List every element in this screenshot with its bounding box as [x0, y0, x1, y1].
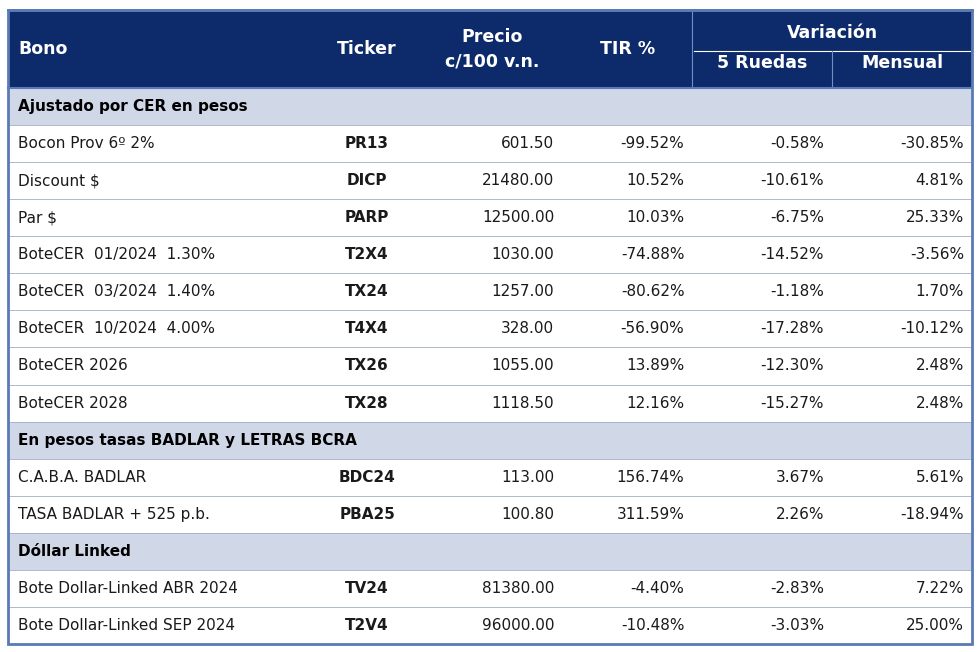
Text: -3.03%: -3.03% [770, 618, 824, 633]
Text: 601.50: 601.50 [501, 136, 555, 151]
Text: -18.94%: -18.94% [901, 507, 964, 522]
Text: Dóllar Linked: Dóllar Linked [18, 544, 131, 559]
Text: 3.67%: 3.67% [775, 469, 824, 484]
Text: 1118.50: 1118.50 [492, 396, 555, 411]
Text: TX26: TX26 [345, 359, 389, 374]
Text: Ticker: Ticker [337, 40, 397, 58]
Text: 1.70%: 1.70% [915, 284, 964, 299]
Text: -10.12%: -10.12% [901, 321, 964, 336]
Text: T2X4: T2X4 [345, 247, 389, 262]
Bar [8, 273, 972, 310]
Bar [8, 162, 972, 200]
Bar [8, 458, 972, 496]
Bar [8, 310, 972, 348]
Bar [8, 348, 972, 385]
Text: En pesos tasas BADLAR y LETRAS BCRA: En pesos tasas BADLAR y LETRAS BCRA [18, 433, 357, 448]
Text: 25.00%: 25.00% [906, 618, 964, 633]
Bar [8, 236, 972, 273]
Text: -12.30%: -12.30% [760, 359, 824, 374]
Text: BoteCER  01/2024  1.30%: BoteCER 01/2024 1.30% [18, 247, 216, 262]
Text: 1055.00: 1055.00 [492, 359, 555, 374]
Text: TX28: TX28 [345, 396, 389, 411]
Text: -6.75%: -6.75% [770, 210, 824, 225]
Bar [8, 200, 972, 236]
Text: -17.28%: -17.28% [760, 321, 824, 336]
Text: -10.61%: -10.61% [760, 173, 824, 188]
Text: BDC24: BDC24 [339, 469, 396, 484]
Text: -4.40%: -4.40% [630, 581, 684, 596]
Text: 7.22%: 7.22% [915, 581, 964, 596]
Text: 13.89%: 13.89% [626, 359, 684, 374]
Text: TX24: TX24 [345, 284, 389, 299]
Text: 311.59%: 311.59% [616, 507, 684, 522]
Text: 10.52%: 10.52% [626, 173, 684, 188]
Text: PBA25: PBA25 [339, 507, 395, 522]
Text: 113.00: 113.00 [501, 469, 555, 484]
Text: -3.56%: -3.56% [909, 247, 964, 262]
Text: c/100 v.n.: c/100 v.n. [445, 52, 540, 70]
Text: 4.81%: 4.81% [915, 173, 964, 188]
Text: 1030.00: 1030.00 [492, 247, 555, 262]
Text: Discount $: Discount $ [18, 173, 100, 188]
Text: Par $: Par $ [18, 210, 57, 225]
Text: 12500.00: 12500.00 [482, 210, 555, 225]
Text: 25.33%: 25.33% [906, 210, 964, 225]
Text: 21480.00: 21480.00 [482, 173, 555, 188]
Text: PARP: PARP [345, 210, 389, 225]
Bar [8, 125, 972, 162]
Text: 96000.00: 96000.00 [482, 618, 555, 633]
Bar [8, 533, 972, 570]
Text: 5 Ruedas: 5 Ruedas [717, 54, 808, 72]
Text: 2.26%: 2.26% [776, 507, 824, 522]
Text: 10.03%: 10.03% [626, 210, 684, 225]
Text: Mensual: Mensual [861, 54, 943, 72]
Text: Ajustado por CER en pesos: Ajustado por CER en pesos [18, 99, 248, 114]
Bar [8, 570, 972, 607]
Text: Bocon Prov 6º 2%: Bocon Prov 6º 2% [18, 136, 155, 151]
Text: -1.18%: -1.18% [770, 284, 824, 299]
Text: DICP: DICP [347, 173, 387, 188]
Text: Bote Dollar-Linked ABR 2024: Bote Dollar-Linked ABR 2024 [18, 581, 238, 596]
Text: -74.88%: -74.88% [621, 247, 684, 262]
Text: BoteCER 2026: BoteCER 2026 [18, 359, 127, 374]
Text: TV24: TV24 [345, 581, 389, 596]
Text: 12.16%: 12.16% [626, 396, 684, 411]
Text: 100.80: 100.80 [502, 507, 555, 522]
Text: TASA BADLAR + 525 p.b.: TASA BADLAR + 525 p.b. [18, 507, 210, 522]
Text: Bono: Bono [18, 40, 68, 58]
Text: -15.27%: -15.27% [760, 396, 824, 411]
Text: 2.48%: 2.48% [915, 359, 964, 374]
Text: 156.74%: 156.74% [616, 469, 684, 484]
Text: TIR %: TIR % [600, 40, 655, 58]
Text: T2V4: T2V4 [345, 618, 389, 633]
Text: PR13: PR13 [345, 136, 389, 151]
Text: -56.90%: -56.90% [620, 321, 684, 336]
Text: 81380.00: 81380.00 [482, 581, 555, 596]
Text: Bote Dollar-Linked SEP 2024: Bote Dollar-Linked SEP 2024 [18, 618, 235, 633]
Text: Variación: Variación [787, 24, 878, 42]
Bar [8, 10, 972, 88]
Text: Precio: Precio [462, 28, 523, 46]
Text: 2.48%: 2.48% [915, 396, 964, 411]
Bar [8, 88, 972, 125]
Text: -99.52%: -99.52% [620, 136, 684, 151]
Text: -14.52%: -14.52% [760, 247, 824, 262]
Bar [8, 496, 972, 533]
Text: 5.61%: 5.61% [915, 469, 964, 484]
Text: -0.58%: -0.58% [770, 136, 824, 151]
Text: BoteCER  03/2024  1.40%: BoteCER 03/2024 1.40% [18, 284, 216, 299]
Text: 1257.00: 1257.00 [492, 284, 555, 299]
Text: 328.00: 328.00 [501, 321, 555, 336]
Bar [8, 607, 972, 644]
Text: -10.48%: -10.48% [621, 618, 684, 633]
Text: -2.83%: -2.83% [770, 581, 824, 596]
Text: T4X4: T4X4 [345, 321, 389, 336]
Bar [8, 385, 972, 422]
Text: -30.85%: -30.85% [901, 136, 964, 151]
Text: -80.62%: -80.62% [620, 284, 684, 299]
Text: C.A.B.A. BADLAR: C.A.B.A. BADLAR [18, 469, 146, 484]
Text: BoteCER 2028: BoteCER 2028 [18, 396, 127, 411]
Text: BoteCER  10/2024  4.00%: BoteCER 10/2024 4.00% [18, 321, 215, 336]
Bar [8, 422, 972, 458]
